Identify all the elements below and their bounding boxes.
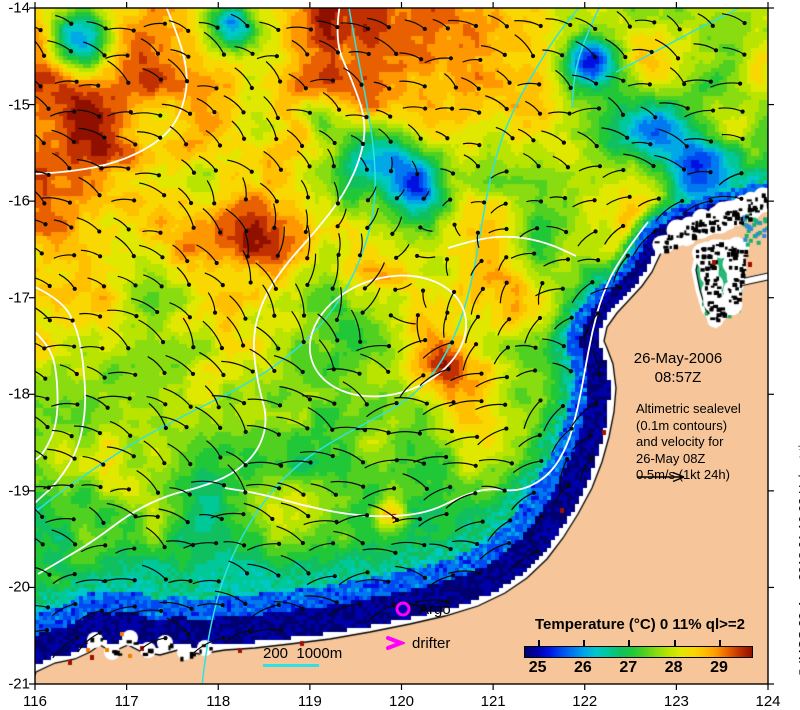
x-axis-tick-label: 117 (114, 693, 139, 710)
x-axis-tick-label: 118 (206, 693, 231, 710)
colorbar-tick-label: 29 (710, 659, 728, 676)
altimetric-text-line: (0.1m contours) (636, 417, 728, 433)
drifter-legend-item: drifter (385, 634, 450, 652)
colorbar-tick-label: 28 (664, 659, 683, 676)
x-axis-tick-label: 121 (480, 693, 506, 710)
drifter-label: drifter (412, 634, 451, 652)
y-axis-tick-label: -15 (8, 96, 30, 114)
drifter-marker-icon (386, 636, 405, 650)
x-axis-tick-label: 123 (663, 693, 689, 710)
colorbar-tick (582, 640, 585, 646)
colorbar-tick-label: 25 (528, 659, 547, 676)
x-axis-tick-label: 120 (388, 693, 415, 710)
x-axis-tick-label: 122 (572, 693, 598, 710)
sst-map-canvas (35, 8, 768, 684)
colorbar-tick (673, 640, 676, 646)
argo-label: Argo (419, 600, 451, 618)
y-axis-tick-label: -17 (8, 289, 30, 307)
x-axis-tick-label: 119 (297, 693, 322, 710)
x-axis-tick-label: 116 (23, 693, 47, 710)
altimetric-annotation: Altimetric sealevel (0.1m contours) and ve… (636, 401, 741, 484)
bathymetry-legend-label: 200 1000m (263, 645, 343, 662)
y-axis-tick-label: -14 (8, 0, 30, 17)
argo-marker-icon (395, 601, 411, 617)
altimetric-text-line: 0.5m/s (1kt 24h) (636, 467, 730, 482)
colorbar-tick (628, 640, 631, 646)
x-axis-tick-label: 124 (755, 693, 781, 710)
colorbar-tick-label: 27 (619, 659, 638, 676)
y-axis-tick-label: -18 (8, 385, 30, 403)
velocity-scale-arrow-icon (637, 471, 685, 483)
argo-legend-item: Argo (394, 600, 451, 618)
y-axis-tick-label: -20 (8, 578, 30, 596)
timestamp-annotation: 26-May-2006 08:57Z (598, 349, 758, 387)
y-axis-tick-label: -19 (8, 482, 30, 500)
altimetric-text-line: 26-May 08Z (636, 450, 706, 466)
copyright-text: © IMOS 22-Aug-2018 01:10:03 Hobart time (796, 426, 800, 677)
bathymetry-legend-line (263, 664, 319, 667)
y-axis-tick-label: -16 (8, 192, 30, 210)
colorbar-tick (537, 640, 540, 646)
altimetric-text-line: and velocity for (636, 434, 724, 449)
timestamp-time: 08:57Z (654, 369, 702, 386)
altimetric-text-line: Altimetric sealevel (636, 401, 741, 416)
y-axis-tick-label: -21 (8, 675, 30, 693)
colorbar-tick-label: 26 (574, 659, 592, 676)
colorbar-gradient (524, 646, 753, 658)
colorbar-tick (718, 640, 721, 646)
timestamp-date: 26-May-2006 (633, 350, 723, 367)
colorbar-title: Temperature (°C) 0 11% ql>=2 (535, 616, 745, 633)
